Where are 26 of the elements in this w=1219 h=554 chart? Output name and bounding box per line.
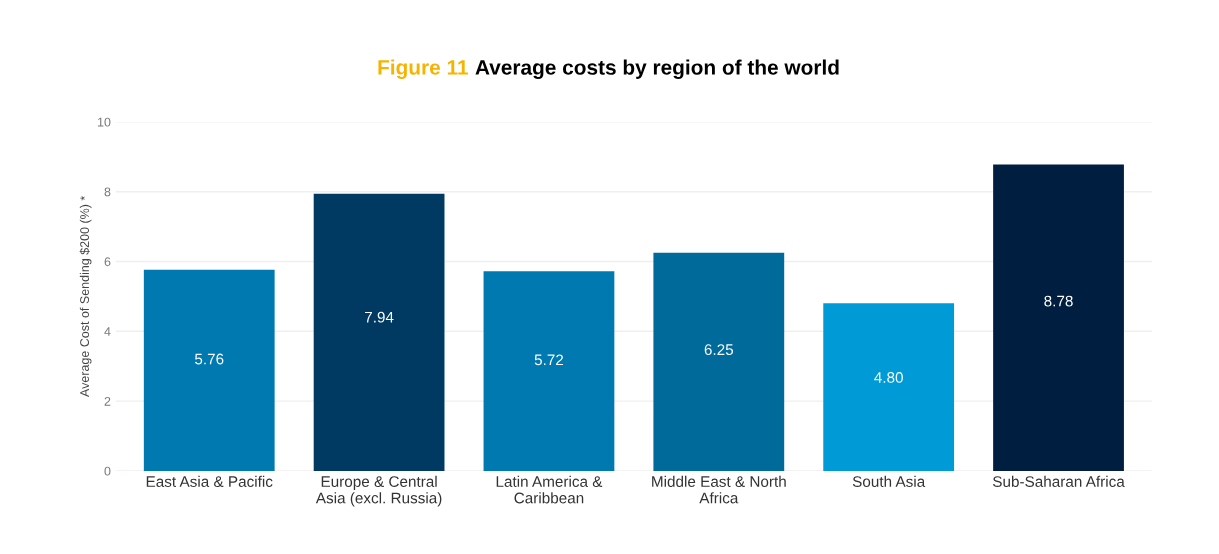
bar [653,252,785,471]
x-tick-label: Middle East & North Africa [652,475,786,504]
data-label: 7.94 [365,311,394,323]
y-tick-label: 4 [104,327,111,336]
data-label: 5.76 [194,353,224,365]
x-tick-label: Sub-Saharan Africa [992,475,1125,487]
x-tick-label: East Asia & Pacific [146,475,273,487]
bar [313,193,445,471]
x-tick-label: Latin America & Caribbean [496,475,603,504]
bar [143,269,275,471]
bar [993,164,1124,471]
bar [823,303,955,471]
data-label: 4.80 [874,372,903,383]
data-label: 5.72 [534,354,564,366]
y-tick-label: 8 [104,187,111,197]
y-axis-title: Average Cost of Sending $200 (%) * [79,195,92,397]
y-tick-label: 0 [104,466,111,476]
y-tick-label: 6 [104,257,111,267]
y-tick-label: 10 [97,117,111,127]
y-tick-label: 2 [104,396,111,406]
chart-title: Figure 11 Average costs by region of the world [378,59,839,80]
x-tick-label: South Asia [852,475,926,487]
x-tick-label: Europe & Central Asia (excl. Russia) [315,475,442,507]
data-label: 8.78 [1044,295,1073,307]
data-label: 6.25 [704,344,734,356]
bar [483,271,615,471]
